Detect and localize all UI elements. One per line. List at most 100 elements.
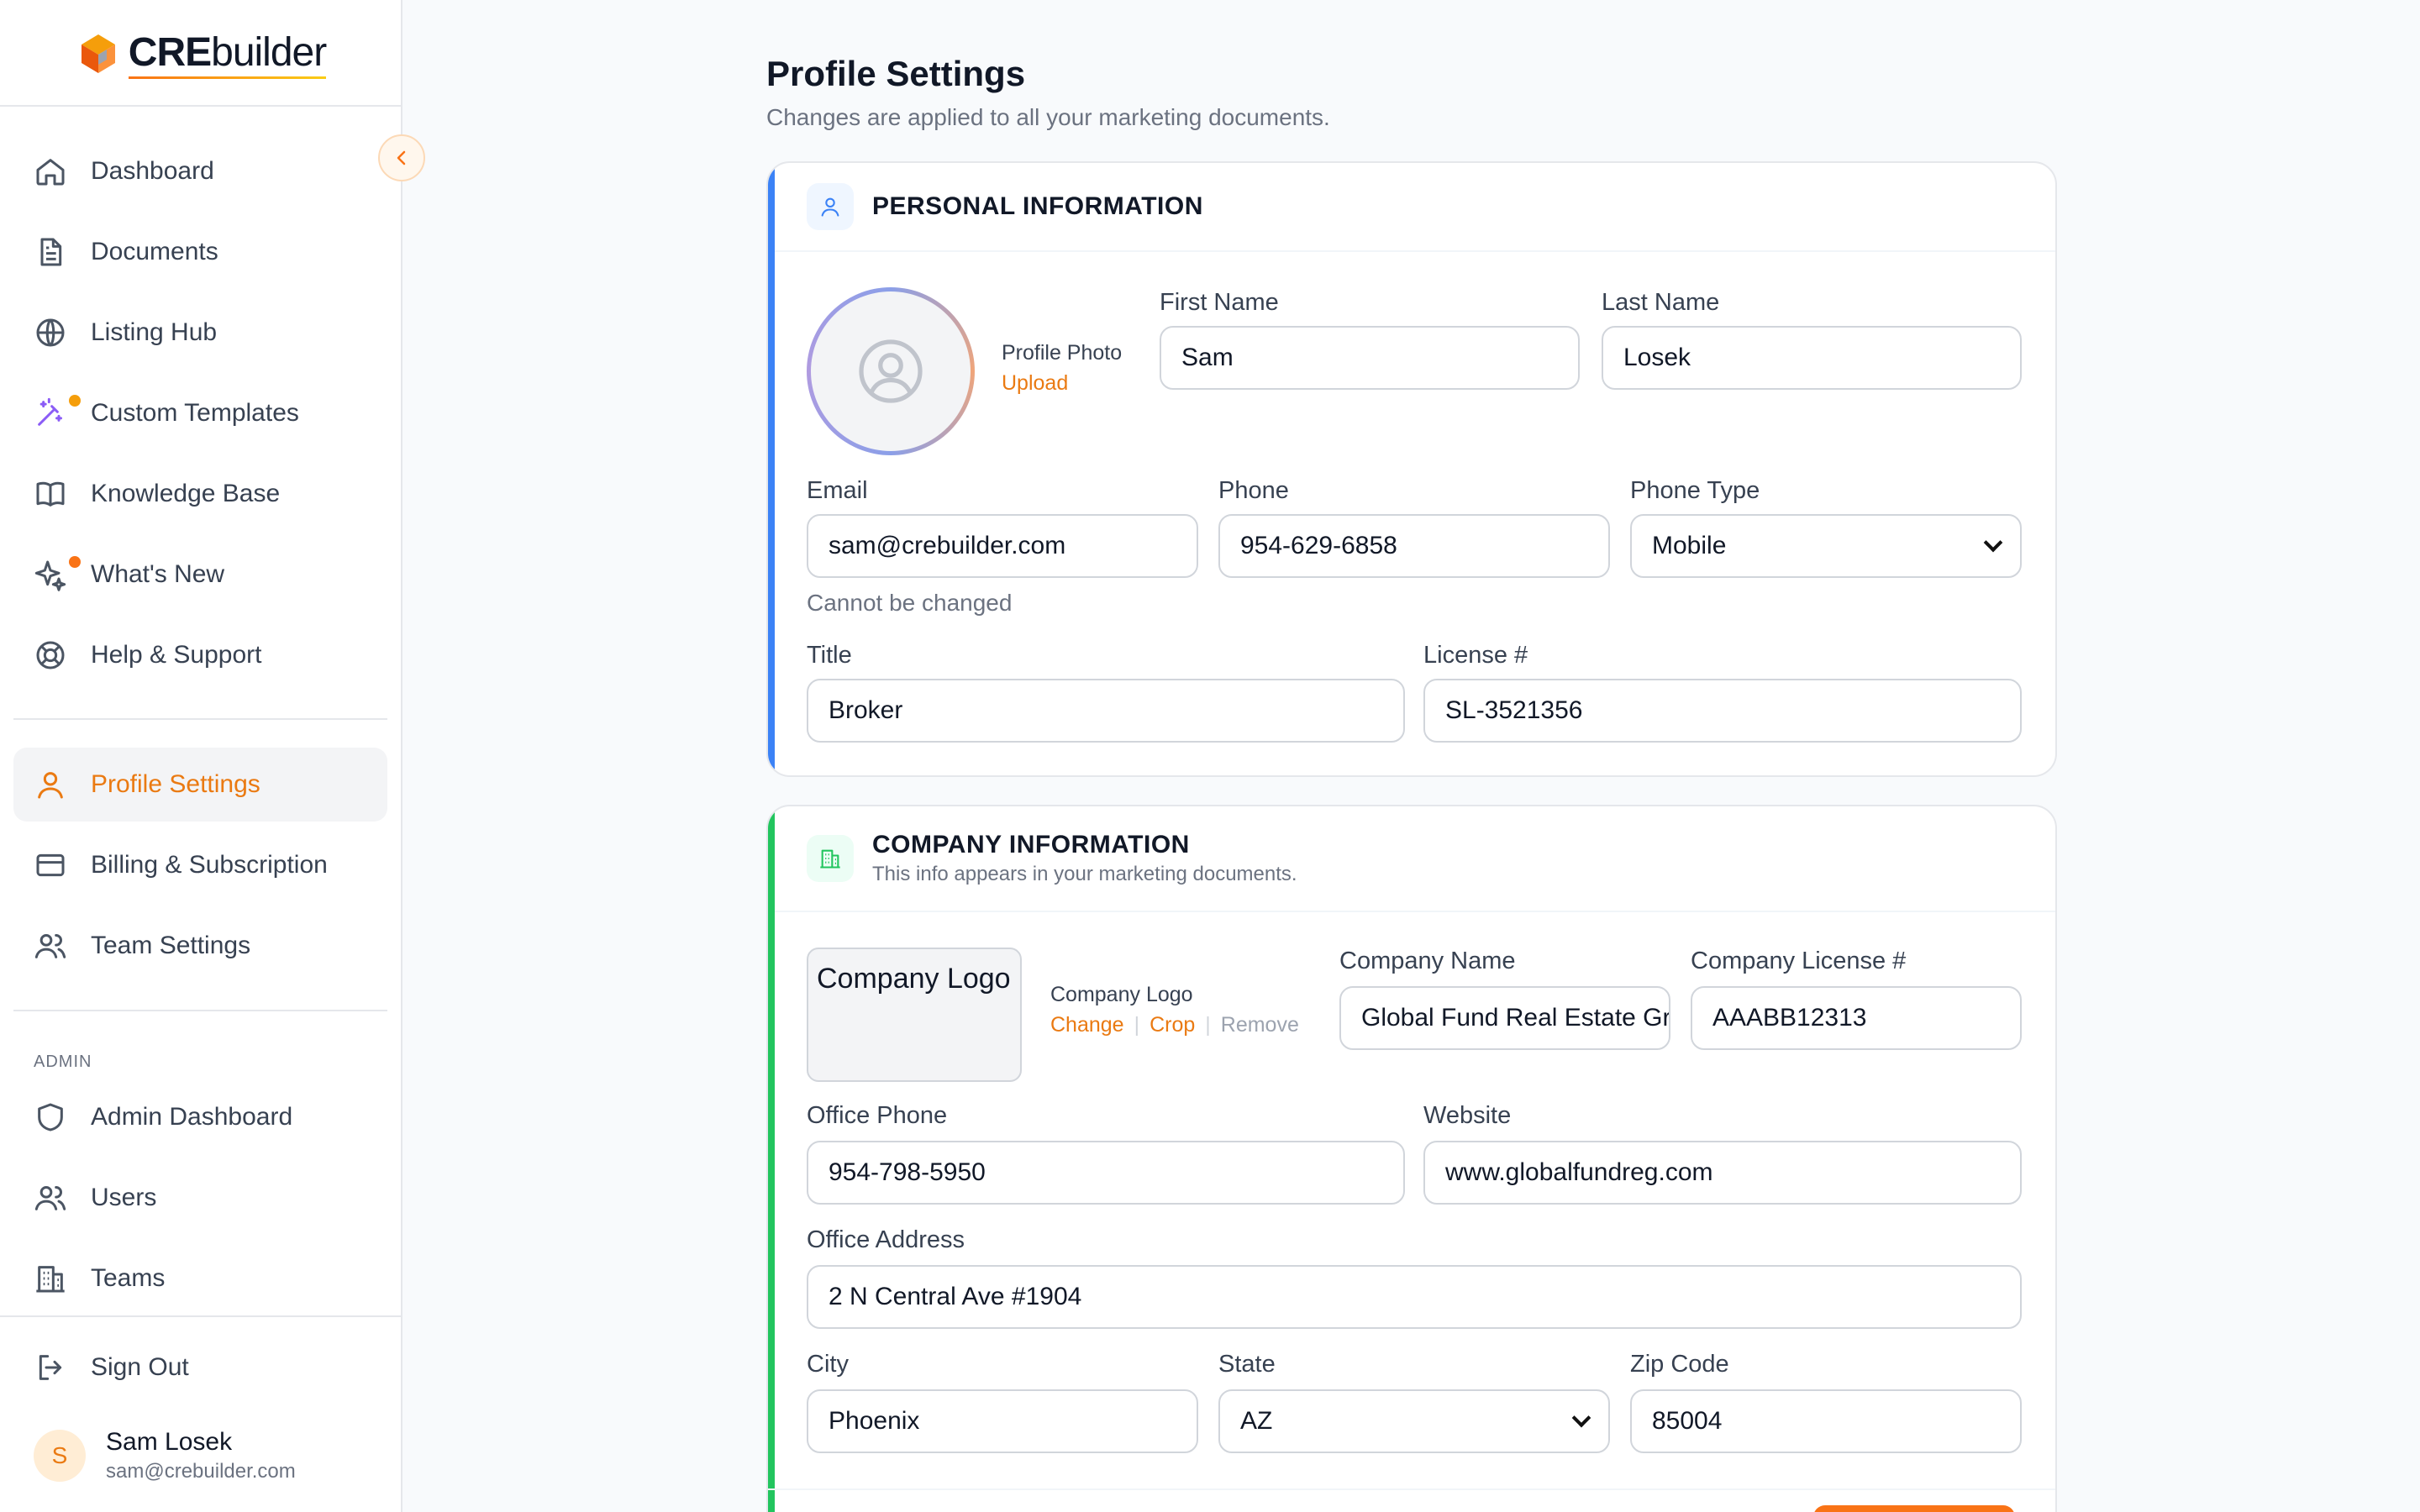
phone-input[interactable]: 954-629-6858 xyxy=(1218,514,1610,578)
card-footer-divider xyxy=(768,1488,2055,1490)
phone-type-label: Phone Type xyxy=(1630,477,1760,504)
sidebar-item-label: Custom Templates xyxy=(91,399,299,427)
app-logo[interactable]: CREbuilder xyxy=(0,0,401,107)
company-name-input[interactable]: Global Fund Real Estate Group xyxy=(1339,986,1670,1050)
office-phone-input[interactable]: 954-798-5950 xyxy=(807,1141,1405,1205)
account-nav: Profile Settings Billing & Subscription … xyxy=(13,748,387,990)
user-email: sam@crebuilder.com xyxy=(106,1460,296,1483)
shield-icon xyxy=(38,1103,63,1131)
title-label: Title xyxy=(807,642,852,669)
main-nav: Dashboard Documents Listing Hub Custom T… xyxy=(13,134,387,699)
document-icon xyxy=(40,238,62,266)
office-address-input[interactable]: 2 N Central Ave #1904 xyxy=(807,1265,2022,1329)
separator: | xyxy=(1205,1013,1211,1037)
sidebar-item-knowledge-base[interactable]: Knowledge Base xyxy=(13,457,387,531)
lifebuoy-icon xyxy=(36,641,65,669)
remove-logo-link[interactable]: Remove xyxy=(1220,1013,1299,1037)
sign-out-nav: Sign Out xyxy=(13,1331,387,1411)
globe-icon xyxy=(36,318,65,347)
building-icon xyxy=(36,1266,65,1293)
last-name-input[interactable]: Losek xyxy=(1602,326,2022,390)
sidebar-item-label: Documents xyxy=(91,238,218,265)
logo-text: CREbuilder xyxy=(128,30,327,79)
chevron-left-icon xyxy=(397,150,406,165)
company-logo-image[interactable]: Company Logo xyxy=(807,948,1022,1082)
change-logo-link[interactable]: Change xyxy=(1050,1013,1124,1037)
sidebar-item-label: Billing & Subscription xyxy=(91,851,328,879)
sidebar-divider xyxy=(13,1010,387,1011)
state-label: State xyxy=(1218,1351,1276,1378)
company-logo-alt-text: Company Logo xyxy=(817,963,1011,995)
sidebar-item-label: Listing Hub xyxy=(91,318,218,346)
state-select[interactable]: AZ xyxy=(1218,1389,1610,1453)
sign-out-label: Sign Out xyxy=(91,1353,189,1381)
user-circle-icon xyxy=(859,339,923,403)
website-label: Website xyxy=(1423,1102,1512,1129)
page-subtitle: Changes are applied to all your marketin… xyxy=(766,104,1330,130)
user-profile[interactable]: S Sam Losek sam@crebuilder.com xyxy=(34,1428,296,1483)
sidebar-item-team-settings[interactable]: Team Settings xyxy=(13,909,387,983)
admin-nav: Admin Dashboard Users Teams xyxy=(13,1080,387,1322)
upload-photo-link[interactable]: Upload xyxy=(1002,371,1069,395)
sidebar-item-listing-hub[interactable]: Listing Hub xyxy=(13,296,387,370)
license-label: License # xyxy=(1423,642,1528,669)
company-license-input[interactable]: AAABB12313 xyxy=(1691,986,2022,1050)
phone-type-value: Mobile xyxy=(1652,532,1727,559)
card-subtitle: This info appears in your marketing docu… xyxy=(872,863,1297,885)
email-field[interactable]: sam@crebuilder.com xyxy=(807,514,1198,578)
sidebar-item-label: Users xyxy=(91,1184,157,1211)
phone-type-select[interactable]: Mobile xyxy=(1630,514,2022,578)
sidebar-item-admin-dashboard[interactable]: Admin Dashboard xyxy=(13,1080,387,1154)
sidebar-item-users[interactable]: Users xyxy=(13,1161,387,1235)
sidebar-item-whats-new[interactable]: What's New xyxy=(13,538,387,612)
sidebar-item-label: Teams xyxy=(91,1264,166,1292)
page-title: Profile Settings xyxy=(766,54,1026,93)
company-information-card: COMPANY INFORMATION This info appears in… xyxy=(766,805,2057,1512)
city-input[interactable]: Phoenix xyxy=(807,1389,1198,1453)
profile-photo-label: Profile Photo xyxy=(1002,341,1123,365)
book-icon xyxy=(36,481,65,507)
sidebar-item-label: Knowledge Base xyxy=(91,480,281,507)
admin-section-label: ADMIN xyxy=(34,1053,92,1071)
users-icon xyxy=(34,934,66,958)
sidebar-item-teams[interactable]: Teams xyxy=(13,1242,387,1315)
sidebar-item-label: Admin Dashboard xyxy=(91,1103,293,1131)
building-icon xyxy=(807,835,854,882)
sparkle-icon xyxy=(34,560,66,591)
crop-logo-link[interactable]: Crop xyxy=(1150,1013,1196,1037)
sidebar-item-documents[interactable]: Documents xyxy=(13,215,387,289)
sidebar-item-label: Help & Support xyxy=(91,641,262,669)
company-logo-label: Company Logo xyxy=(1050,983,1193,1006)
phone-label: Phone xyxy=(1218,477,1289,504)
sidebar-item-billing[interactable]: Billing & Subscription xyxy=(13,828,387,902)
user-name: Sam Losek xyxy=(106,1428,233,1456)
save-button[interactable] xyxy=(1813,1505,2015,1512)
email-hint: Cannot be changed xyxy=(807,590,1013,616)
first-name-label: First Name xyxy=(1160,289,1279,316)
users-icon xyxy=(34,1186,66,1210)
sidebar-item-custom-templates[interactable]: Custom Templates xyxy=(13,376,387,450)
card-header: PERSONAL INFORMATION xyxy=(768,163,2055,252)
personal-information-card: PERSONAL INFORMATION Profile Photo Uploa… xyxy=(766,161,2057,777)
sign-out-button[interactable]: Sign Out xyxy=(13,1331,387,1404)
sidebar-collapse-button[interactable] xyxy=(378,134,425,181)
sidebar-item-label: What's New xyxy=(91,560,225,588)
notification-dot xyxy=(69,395,81,407)
city-label: City xyxy=(807,1351,849,1378)
sidebar-item-dashboard[interactable]: Dashboard xyxy=(13,134,387,208)
cube-logo-icon xyxy=(81,34,115,73)
title-input[interactable]: Broker xyxy=(807,679,1405,743)
company-license-label: Company License # xyxy=(1691,948,1907,974)
first-name-input[interactable]: Sam xyxy=(1160,326,1580,390)
sidebar-item-help-support[interactable]: Help & Support xyxy=(13,618,387,692)
state-value: AZ xyxy=(1240,1407,1273,1435)
zip-code-input[interactable]: 85004 xyxy=(1630,1389,2022,1453)
separator: | xyxy=(1134,1013,1140,1037)
website-input[interactable]: www.globalfundreg.com xyxy=(1423,1141,2022,1205)
license-input[interactable]: SL-3521356 xyxy=(1423,679,2022,743)
sign-out-icon xyxy=(39,1355,62,1380)
office-phone-label: Office Phone xyxy=(807,1102,948,1129)
profile-photo[interactable] xyxy=(807,287,975,455)
sidebar-item-label: Dashboard xyxy=(91,157,214,185)
sidebar-item-profile-settings[interactable]: Profile Settings xyxy=(13,748,387,822)
